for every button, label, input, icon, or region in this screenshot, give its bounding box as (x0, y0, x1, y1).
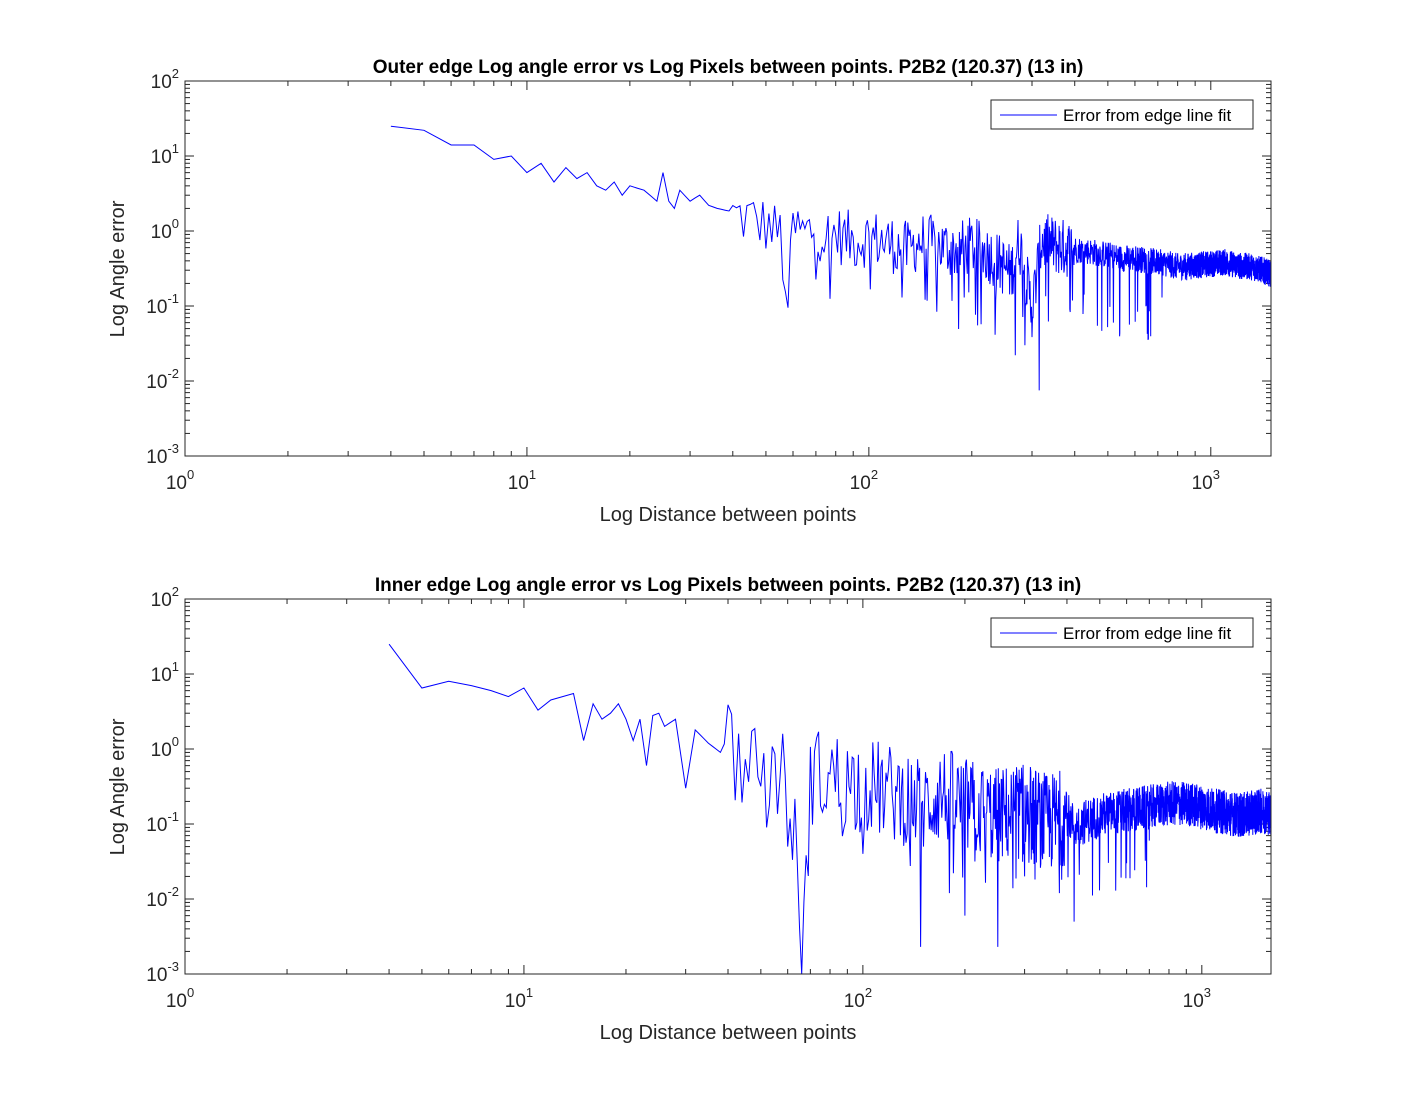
series-line-error-from-edge-line-fit (390, 125, 1272, 391)
y-tick-label: 101 (151, 141, 179, 168)
chart-inner-edge: Inner edge Log angle error vs Log Pixels… (107, 575, 1272, 1044)
y-tick-label: 10-2 (146, 884, 179, 911)
x-axis-label: Log Distance between points (600, 504, 857, 526)
chart-title: Outer edge Log angle error vs Log Pixels… (373, 57, 1084, 78)
y-tick-label: 100 (151, 734, 179, 761)
plot-area (390, 125, 1272, 391)
x-tick-label: 100 (166, 985, 194, 1012)
y-tick-label: 10-2 (146, 366, 179, 393)
x-tick-label: 101 (505, 985, 533, 1012)
y-axis-label: Log Angle error (107, 200, 129, 337)
x-tick-label: 103 (1192, 467, 1220, 494)
x-tick-label: 101 (508, 467, 536, 494)
axes-box (184, 598, 1272, 975)
axes-box (184, 80, 1272, 457)
chart-title: Inner edge Log angle error vs Log Pixels… (375, 575, 1081, 596)
plot-area (388, 643, 1272, 975)
y-tick-label: 10-1 (146, 809, 179, 836)
legend: Error from edge line fit (990, 99, 1254, 130)
y-tick-label: 10-3 (146, 441, 179, 468)
y-tick-label: 101 (151, 659, 179, 686)
legend-entry: Error from edge line fit (1063, 106, 1231, 125)
y-tick-label: 100 (151, 216, 179, 243)
x-tick-label: 100 (166, 467, 194, 494)
x-axis-label: Log Distance between points (600, 1022, 857, 1044)
legend: Error from edge line fit (990, 617, 1254, 648)
legend-entry: Error from edge line fit (1063, 624, 1231, 643)
y-axis-label: Log Angle error (107, 718, 129, 855)
y-tick-label: 10-1 (146, 291, 179, 318)
tick-labels: 100 101 102 103 10-3 10-2 10-1 100 101 102 (146, 66, 1220, 494)
y-tick-label: 102 (151, 66, 179, 93)
y-tick-label: 102 (151, 584, 179, 611)
x-tick-label: 102 (850, 467, 878, 494)
x-tick-label: 102 (844, 985, 872, 1012)
x-tick-label: 103 (1183, 985, 1211, 1012)
series-line-error-from-edge-line-fit (388, 643, 1272, 975)
tick-labels: 100 101 102 103 10-3 10-2 10-1 100 101 102 (146, 584, 1211, 1012)
y-tick-label: 10-3 (146, 959, 179, 986)
chart-outer-edge: Outer edge Log angle error vs Log Pixels… (107, 57, 1272, 526)
